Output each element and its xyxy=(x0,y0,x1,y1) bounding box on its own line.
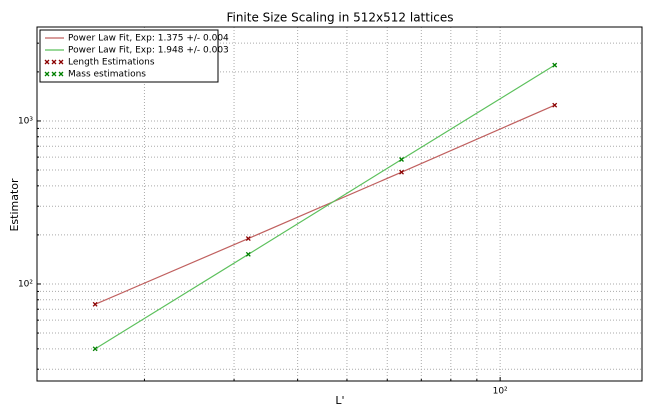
y-axis-label: Estimator xyxy=(8,178,21,232)
marker xyxy=(92,346,98,352)
y-tick-label: 10² xyxy=(18,279,33,289)
fit-line xyxy=(94,104,555,305)
marker xyxy=(552,62,558,68)
fit-line xyxy=(94,64,556,350)
marker xyxy=(245,236,251,241)
legend-marker xyxy=(44,59,50,65)
legend-label: Mass estimations xyxy=(68,70,146,80)
legend-label: Power Law Fit, Exp: 1.948 +/- 0.003 xyxy=(68,46,229,56)
plot-frame xyxy=(36,26,643,382)
legend-label: Power Law Fit, Exp: 1.375 +/- 0.004 xyxy=(68,34,229,44)
x-tick-label: 10² xyxy=(493,387,508,397)
x-axis-label: L' xyxy=(335,394,344,407)
legend-box xyxy=(39,29,219,83)
marker xyxy=(399,169,404,175)
legend-marker xyxy=(51,71,57,77)
legend-label: Length Estimations xyxy=(68,58,155,68)
legend-marker xyxy=(51,59,57,65)
y-tick-label: 10³ xyxy=(18,116,33,126)
marker xyxy=(399,157,404,162)
legend-marker xyxy=(58,59,64,65)
legend-marker xyxy=(44,71,50,77)
chart-title: Finite Size Scaling in 512x512 lattices xyxy=(226,11,453,25)
marker xyxy=(92,301,98,307)
marker xyxy=(552,102,558,108)
legend-marker xyxy=(58,71,64,77)
marker xyxy=(245,251,251,257)
